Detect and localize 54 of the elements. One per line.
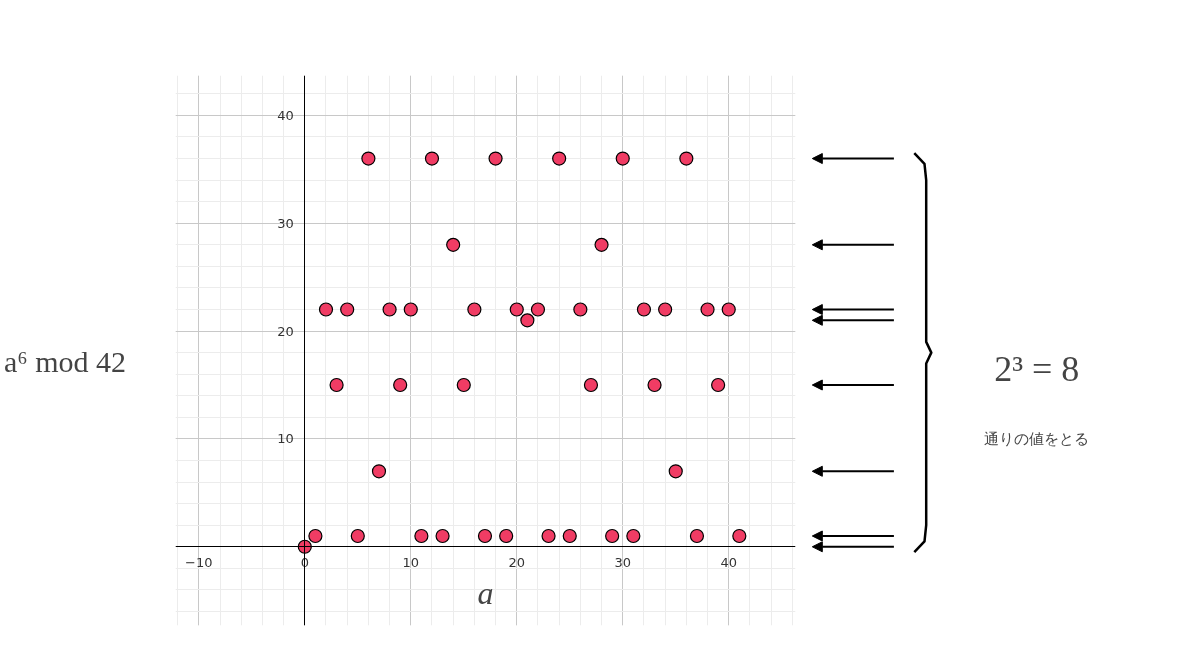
x-tick-label: 40 bbox=[720, 554, 738, 570]
point bbox=[509, 302, 524, 317]
point bbox=[435, 528, 450, 544]
point bbox=[700, 302, 715, 317]
y-tick-label: 10 bbox=[277, 431, 294, 447]
point bbox=[668, 464, 683, 479]
point bbox=[679, 151, 694, 166]
x-tick-label: 30 bbox=[614, 554, 632, 570]
x-tick-label: −10 bbox=[185, 554, 213, 570]
point bbox=[711, 377, 726, 393]
y-tick-label: 40 bbox=[277, 107, 294, 123]
point bbox=[446, 237, 461, 252]
point bbox=[340, 302, 355, 317]
point bbox=[477, 528, 493, 544]
point bbox=[393, 377, 408, 393]
point bbox=[371, 464, 387, 479]
point bbox=[583, 377, 599, 393]
x-tick-label: 20 bbox=[508, 554, 526, 570]
point bbox=[732, 528, 747, 544]
point bbox=[658, 302, 673, 317]
point bbox=[329, 377, 344, 393]
point bbox=[626, 528, 641, 544]
y-tick-label: 20 bbox=[277, 323, 294, 339]
point bbox=[318, 302, 334, 317]
point bbox=[615, 151, 630, 166]
point bbox=[350, 528, 365, 544]
point bbox=[414, 528, 429, 544]
point bbox=[573, 302, 588, 317]
point bbox=[647, 377, 662, 393]
point bbox=[361, 151, 376, 166]
point bbox=[530, 302, 546, 317]
point bbox=[552, 151, 567, 166]
point bbox=[456, 377, 471, 393]
point bbox=[308, 528, 323, 544]
point bbox=[488, 151, 503, 166]
y-axis-title: a⁶ mod 42 bbox=[4, 344, 127, 378]
point bbox=[562, 528, 577, 544]
x-axis-title: a bbox=[477, 574, 494, 611]
point bbox=[689, 528, 705, 544]
point bbox=[499, 528, 514, 544]
point bbox=[403, 302, 418, 317]
point bbox=[382, 302, 397, 317]
x-tick-label: 10 bbox=[402, 554, 420, 570]
point bbox=[594, 237, 609, 252]
point bbox=[605, 528, 620, 544]
text: 2³ = 8 bbox=[994, 348, 1080, 389]
text: 通りの値をとる bbox=[984, 429, 1090, 448]
y-tick-label: 30 bbox=[277, 215, 294, 231]
point bbox=[520, 313, 535, 328]
point bbox=[467, 302, 482, 317]
point bbox=[541, 528, 556, 544]
point bbox=[424, 151, 440, 166]
point bbox=[636, 302, 652, 317]
point bbox=[721, 302, 736, 317]
